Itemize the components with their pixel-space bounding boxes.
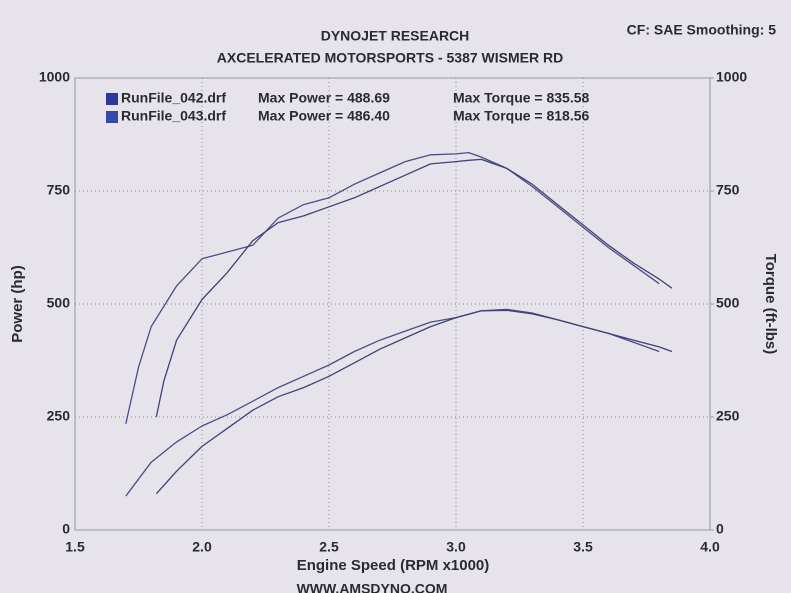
y2-tick-label: 750 xyxy=(716,182,740,198)
x-tick-label: 2.0 xyxy=(192,539,212,555)
series-line xyxy=(155,158,673,418)
x-axis-label: Engine Speed (RPM x1000) xyxy=(297,557,490,574)
series-line xyxy=(125,151,660,424)
y2-tick-label: 0 xyxy=(716,521,724,537)
y2-tick-label: 1000 xyxy=(716,69,747,85)
footer: WWW.AMSDYNO.COM xyxy=(297,581,448,593)
y-tick-label: 0 xyxy=(62,521,70,537)
y-tick-label: 500 xyxy=(47,295,71,311)
y2-tick-label: 250 xyxy=(716,408,740,424)
chart-subtitle: AXCELERATED MOTORSPORTS - 5387 WISMER RD xyxy=(217,50,563,66)
x-tick-label: 2.5 xyxy=(319,539,339,555)
series-line xyxy=(155,309,673,495)
x-tick-label: 4.0 xyxy=(700,539,720,555)
x-tick-label: 3.0 xyxy=(446,539,466,555)
chart-title: DYNOJET RESEARCH xyxy=(321,28,470,44)
legend-swatch xyxy=(106,111,118,123)
y-axis-label: Power (hp) xyxy=(9,265,26,343)
y-tick-label: 750 xyxy=(47,182,71,198)
x-tick-label: 3.5 xyxy=(573,539,593,555)
legend-file: RunFile_043.drf xyxy=(121,108,226,124)
legend-power: Max Power = 488.69 xyxy=(258,90,390,106)
legend-file: RunFile_042.drf xyxy=(121,90,226,106)
y-tick-label: 250 xyxy=(47,408,71,424)
legend-power: Max Power = 486.40 xyxy=(258,108,390,124)
legend-swatch xyxy=(106,93,118,105)
corner-note: CF: SAE Smoothing: 5 xyxy=(627,22,777,38)
y-tick-label: 1000 xyxy=(39,69,70,85)
y2-axis-label: Torque (ft-lbs) xyxy=(762,254,779,355)
legend-torque: Max Torque = 835.58 xyxy=(453,90,590,106)
legend-torque: Max Torque = 818.56 xyxy=(453,108,590,124)
y2-tick-label: 500 xyxy=(716,295,740,311)
x-tick-label: 1.5 xyxy=(65,539,85,555)
